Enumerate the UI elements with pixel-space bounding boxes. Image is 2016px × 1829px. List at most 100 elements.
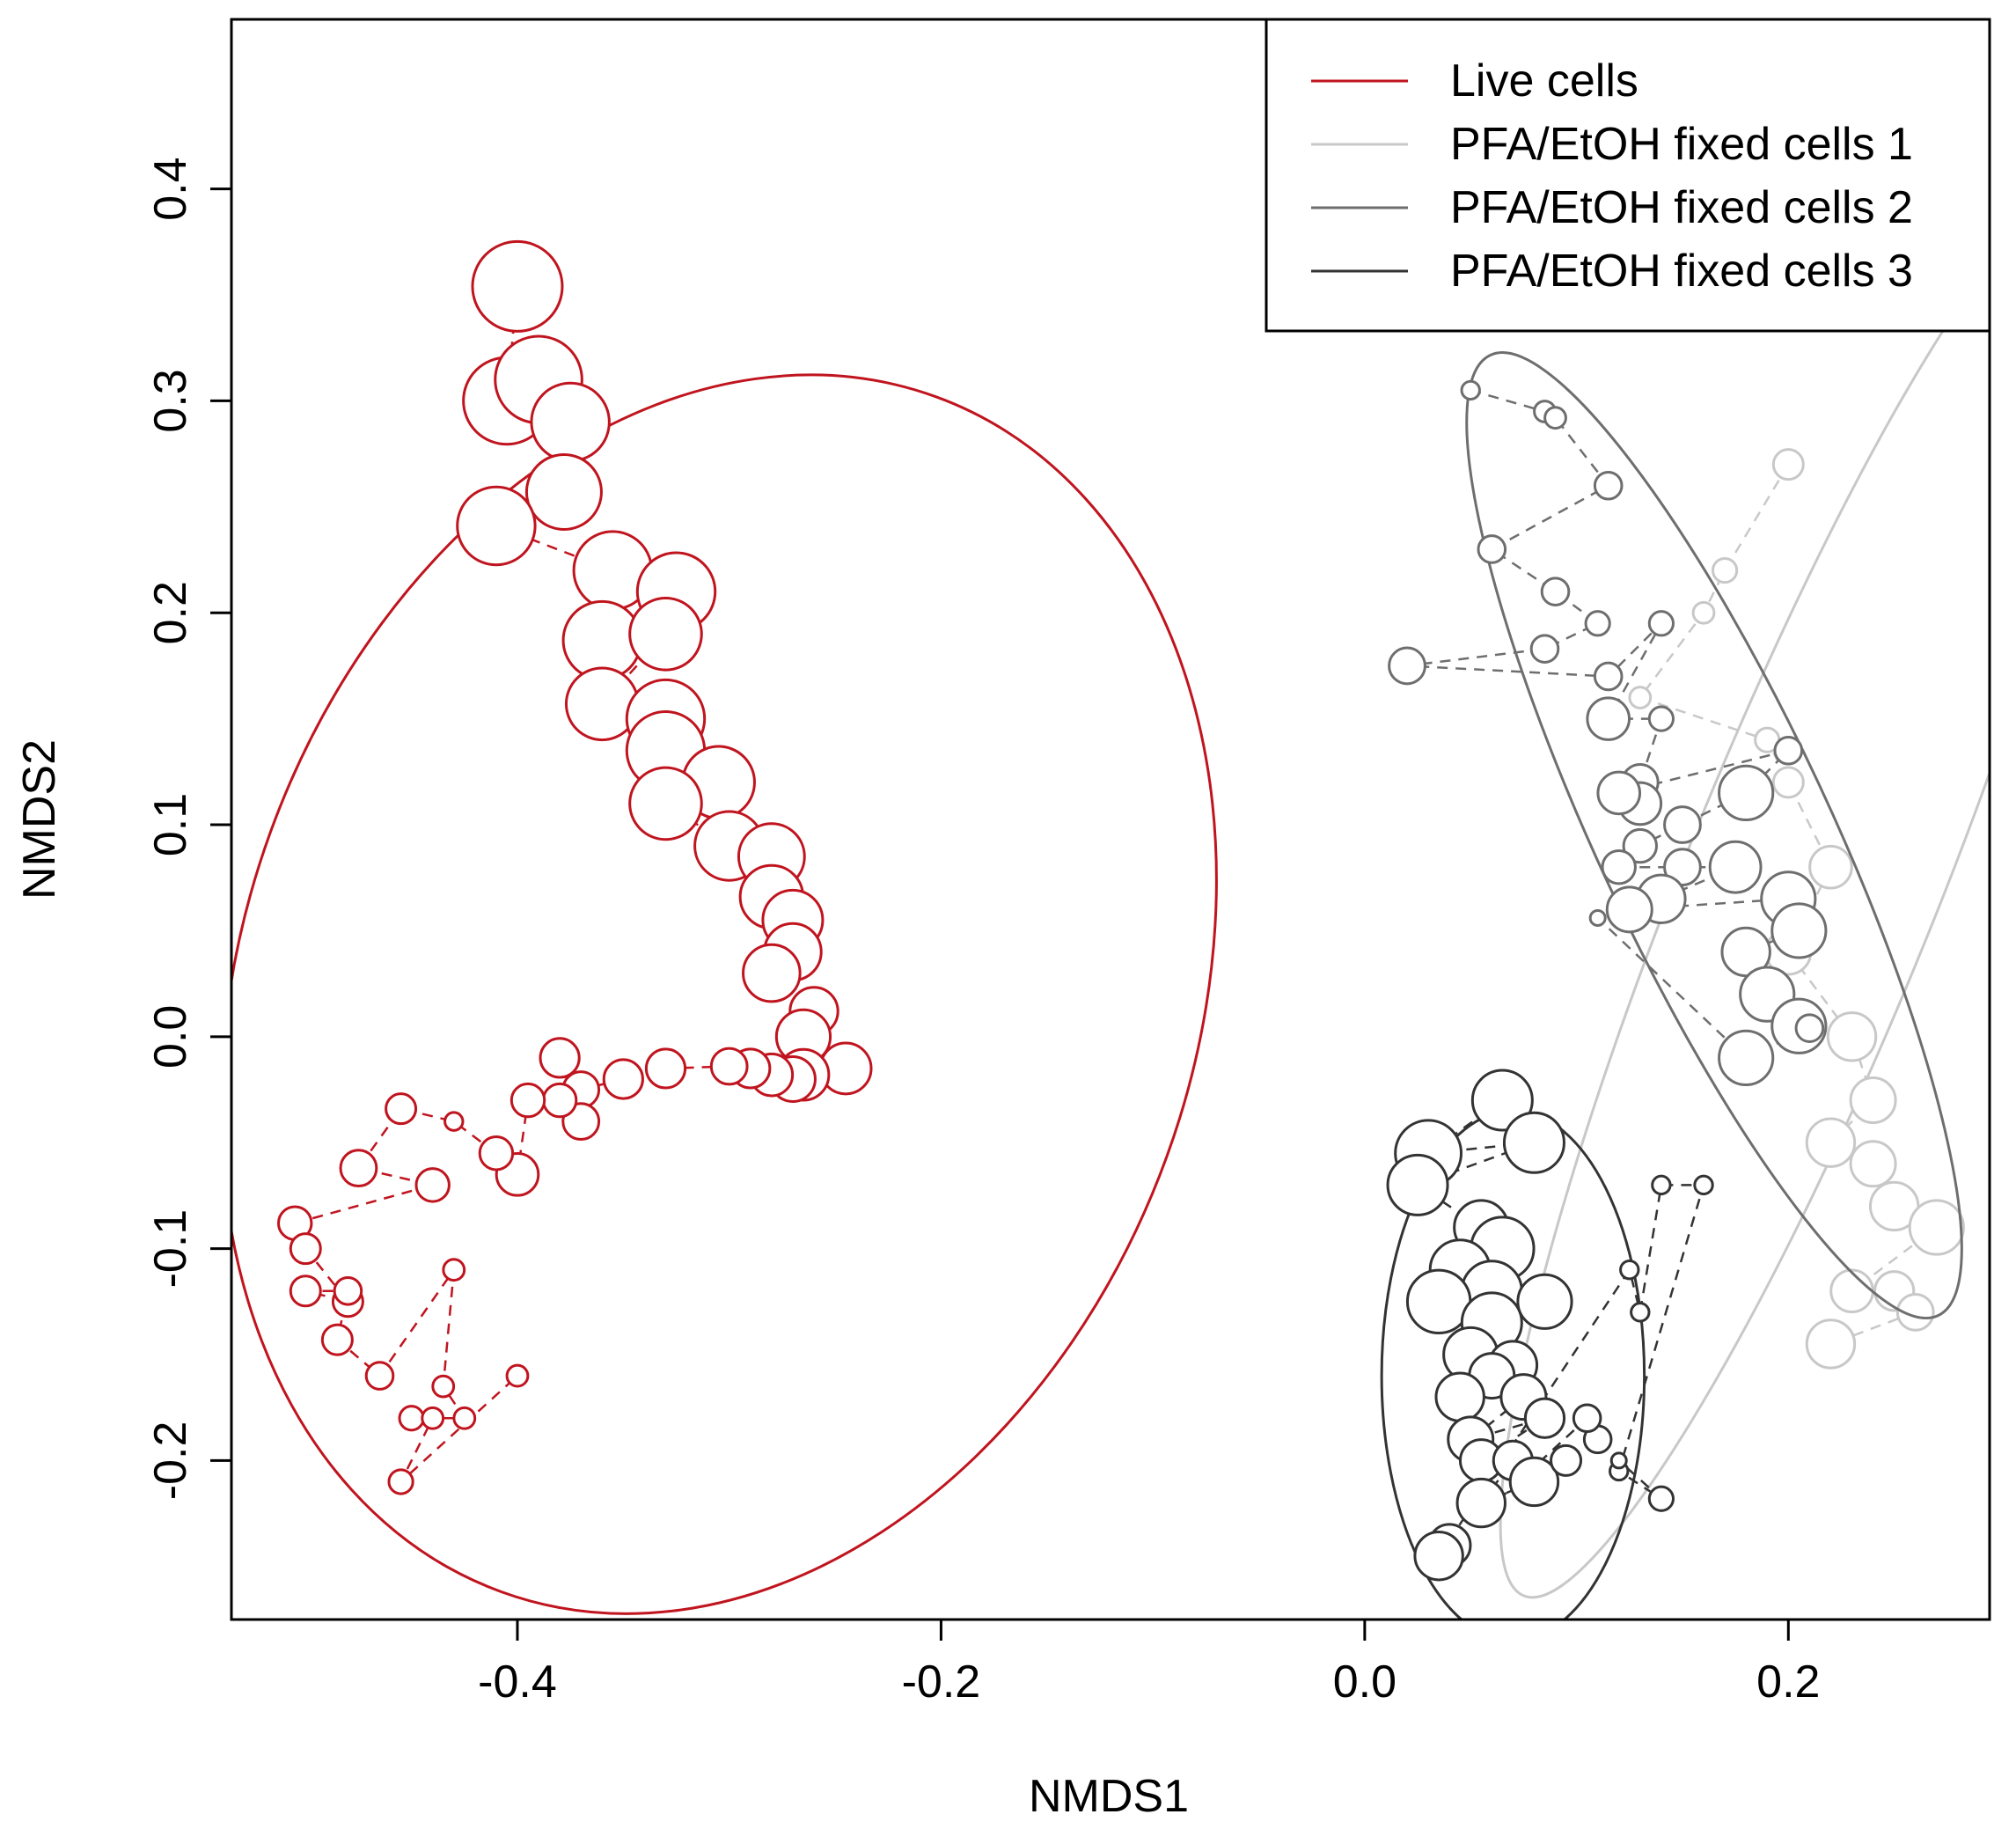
data-point: [1586, 696, 1631, 741]
data-point: [1455, 1477, 1507, 1529]
data-point: [742, 943, 802, 1003]
axes: -0.4 -0.2 0.0 0.2 -0.2 -0.1 0.0 0.1 0.2 0.3 0.4: [145, 157, 1820, 1708]
legend-label: Live cells: [1450, 55, 1638, 107]
data-point: [1718, 1029, 1775, 1086]
y-tick-label: 0.2: [145, 581, 196, 644]
data-point: [1808, 844, 1853, 890]
legend-label: PFA/EtOH fixed cells 1: [1450, 119, 1913, 170]
data-point: [1805, 1117, 1857, 1168]
legend: Live cells PFA/EtOH fixed cells 1 PFA/EtOH…: [1265, 18, 1991, 333]
data-point: [471, 239, 564, 333]
y-tick-label: 0.3: [145, 369, 196, 432]
data-point: [1523, 1397, 1566, 1439]
data-point: [1826, 1011, 1878, 1062]
data-point: [509, 1082, 546, 1119]
data-point: [478, 1135, 515, 1172]
data-point: [1470, 1069, 1534, 1132]
data-point: [1628, 686, 1653, 709]
data-point: [452, 1406, 477, 1430]
series-group: [1388, 351, 1963, 1320]
data-point: [1605, 885, 1653, 934]
data-point: [1718, 764, 1775, 822]
data-point: [1849, 1140, 1897, 1188]
data-point: [1771, 448, 1805, 481]
data-point: [456, 485, 537, 567]
data-point: [1663, 848, 1702, 887]
data-point: [1663, 805, 1702, 844]
confidence-ellipse: [231, 373, 1218, 1615]
data-point: [1508, 1456, 1560, 1508]
series-group: [1499, 178, 1990, 1599]
data-point: [1770, 902, 1828, 959]
data-point: [1434, 1371, 1485, 1422]
data-point: [1516, 1273, 1573, 1330]
y-tick-label: -0.1: [145, 1209, 196, 1289]
plot-frame: [230, 18, 1991, 1621]
data-point: [398, 1405, 425, 1432]
x-tick-label: -0.4: [478, 1656, 557, 1708]
data-point: [1693, 1174, 1714, 1196]
data-point: [1805, 1318, 1857, 1370]
data-point: [524, 452, 603, 531]
data-point: [1386, 1153, 1449, 1216]
data-point: [414, 1167, 451, 1203]
data-point: [1584, 610, 1611, 637]
data-point: [1647, 610, 1675, 637]
data-point: [339, 1149, 378, 1188]
data-point: [1477, 534, 1507, 564]
data-point: [1691, 600, 1716, 625]
data-point: [1593, 470, 1624, 501]
data-point: [1773, 735, 1804, 766]
data-point: [1849, 1076, 1897, 1125]
data-point: [628, 597, 703, 672]
data-point: [1460, 379, 1481, 401]
data-point: [1588, 908, 1607, 927]
data-point: [1593, 661, 1624, 692]
data-point: [320, 1323, 354, 1356]
data-point: [1550, 1443, 1583, 1477]
data-point: [1413, 1531, 1464, 1582]
data-point: [1572, 1403, 1602, 1434]
legend-label: PFA/EtOH fixed cells 3: [1450, 246, 1913, 297]
data-point: [1540, 577, 1571, 606]
y-tick-label: 0.4: [145, 157, 196, 220]
data-point: [1771, 766, 1805, 799]
data-point: [1708, 840, 1763, 894]
data-point: [431, 1374, 456, 1399]
data-point: [1794, 1013, 1825, 1043]
data-point: [444, 1111, 465, 1132]
legend-label: PFA/EtOH fixed cells 2: [1450, 182, 1913, 233]
data-point: [1601, 848, 1637, 885]
x-axis-label: NMDS1: [1029, 1771, 1189, 1822]
data-point: [1596, 770, 1642, 816]
data-point: [333, 1275, 363, 1306]
data-point: [1630, 1302, 1651, 1323]
data-point: [644, 1047, 687, 1090]
y-tick-label: 0.1: [145, 793, 196, 856]
series-group: [1380, 1069, 1714, 1620]
data-point: [1609, 1451, 1628, 1470]
data-point: [1711, 556, 1739, 584]
data-point: [709, 1047, 749, 1086]
data-point: [1647, 705, 1675, 732]
x-tick-label: 0.0: [1333, 1656, 1397, 1708]
data-point: [1529, 634, 1560, 664]
confidence-ellipse: [1465, 351, 1963, 1320]
data-point: [541, 1082, 578, 1119]
legend-box: [1265, 18, 1991, 333]
data-point: [385, 1092, 418, 1126]
data-point: [289, 1274, 322, 1308]
data-point: [539, 1037, 581, 1079]
y-tick-label: -0.2: [145, 1421, 196, 1501]
data-point: [1829, 1268, 1874, 1314]
data-point: [364, 1361, 395, 1391]
data-point: [421, 1406, 445, 1430]
x-tick-label: 0.2: [1756, 1656, 1820, 1708]
data-point: [1502, 1111, 1565, 1174]
data-point: [289, 1232, 322, 1266]
data-point: [530, 381, 611, 463]
data-point: [602, 1058, 644, 1100]
data-point: [628, 766, 703, 841]
y-axis-label: NMDS2: [14, 739, 65, 900]
